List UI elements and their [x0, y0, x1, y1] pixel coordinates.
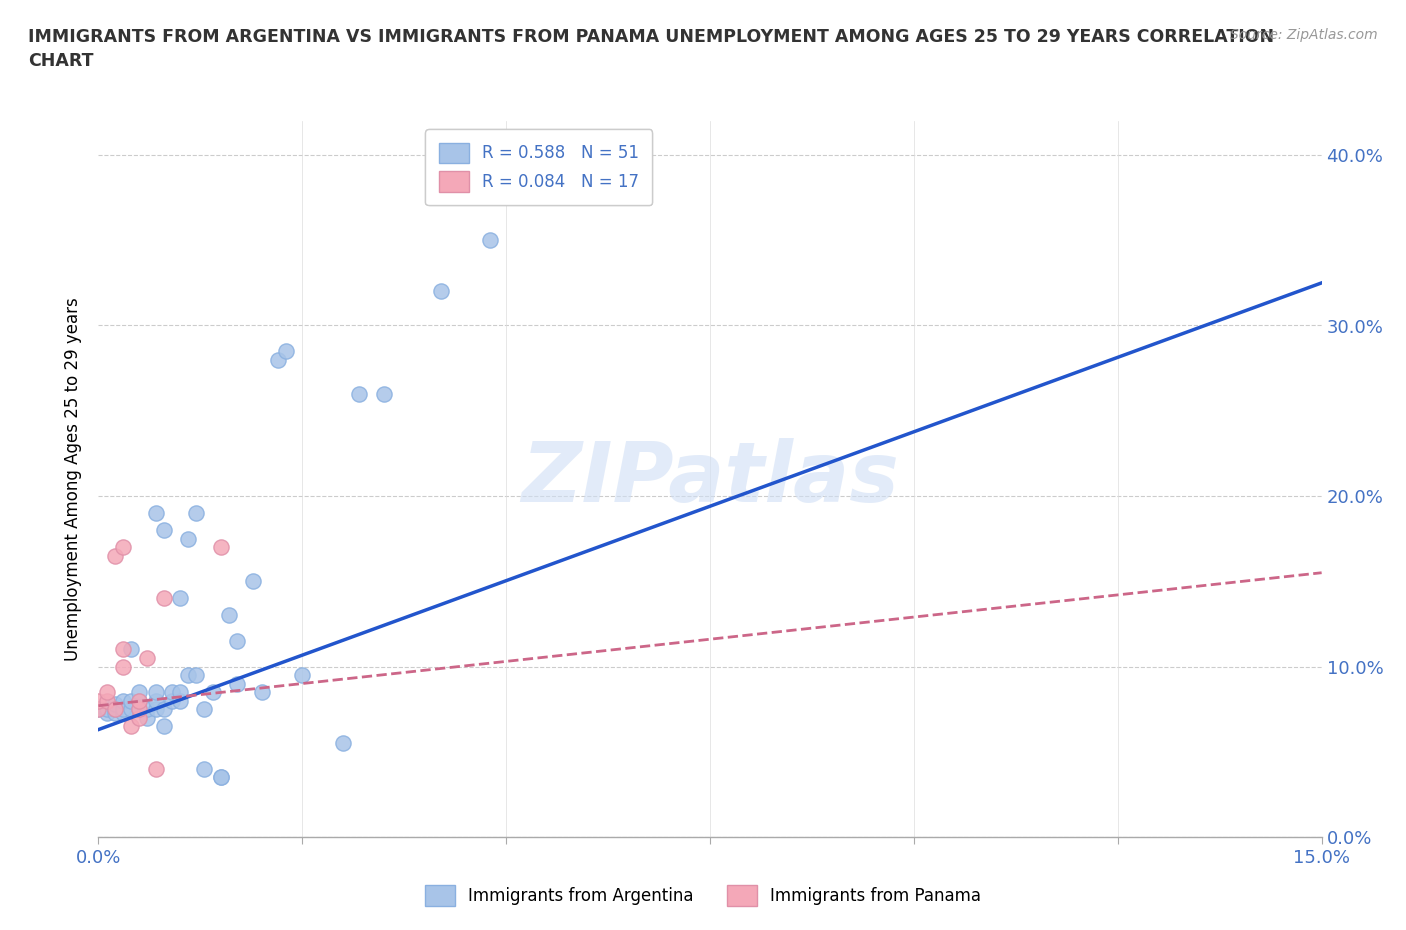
Point [120, 693, 142, 708]
Point [349, 386, 371, 401]
Point [96, 684, 118, 699]
Point [128, 693, 150, 708]
Point [274, 344, 297, 359]
Point [136, 711, 159, 725]
Point [169, 591, 191, 605]
Point [136, 651, 159, 666]
Point [250, 684, 273, 699]
Point [120, 719, 142, 734]
Point [104, 697, 127, 711]
Point [87, 702, 110, 717]
Point [209, 770, 232, 785]
Point [145, 702, 167, 717]
Point [104, 702, 127, 717]
Point [186, 506, 208, 521]
Point [177, 531, 200, 546]
Point [128, 693, 150, 708]
Point [193, 702, 215, 717]
Point [128, 711, 150, 725]
Text: IMMIGRANTS FROM ARGENTINA VS IMMIGRANTS FROM PANAMA UNEMPLOYMENT AMONG AGES 25 T: IMMIGRANTS FROM ARGENTINA VS IMMIGRANTS … [28, 28, 1274, 70]
Point [111, 705, 134, 720]
Point [96, 693, 118, 708]
Point [104, 705, 127, 720]
Point [87, 693, 110, 708]
Point [111, 693, 134, 708]
Text: Source: ZipAtlas.com: Source: ZipAtlas.com [1230, 28, 1378, 42]
Point [242, 574, 264, 589]
Point [160, 684, 183, 699]
Text: ZIPatlas: ZIPatlas [522, 438, 898, 520]
Point [111, 642, 134, 657]
Point [373, 386, 395, 401]
Point [201, 684, 224, 699]
Point [267, 352, 290, 367]
Point [152, 523, 174, 538]
Point [209, 539, 232, 554]
Point [111, 539, 134, 554]
Legend: R = 0.588   N = 51, R = 0.084   N = 17: R = 0.588 N = 51, R = 0.084 N = 17 [425, 129, 652, 205]
Point [226, 676, 249, 691]
Point [145, 693, 167, 708]
Point [152, 719, 174, 734]
Point [111, 702, 134, 717]
Point [120, 642, 142, 657]
Point [430, 284, 453, 299]
Point [160, 693, 183, 708]
Point [226, 633, 249, 648]
Point [136, 702, 159, 717]
Point [209, 770, 232, 785]
Point [96, 705, 118, 720]
Legend: Immigrants from Argentina, Immigrants from Panama: Immigrants from Argentina, Immigrants fr… [418, 879, 988, 912]
Point [96, 702, 118, 717]
Point [152, 702, 174, 717]
Point [291, 668, 314, 683]
Point [120, 702, 142, 717]
Point [169, 684, 191, 699]
Point [169, 693, 191, 708]
Point [152, 591, 174, 605]
Y-axis label: Unemployment Among Ages 25 to 29 years: Unemployment Among Ages 25 to 29 years [65, 297, 83, 661]
Point [128, 702, 150, 717]
Point [193, 762, 215, 777]
Point [145, 684, 167, 699]
Point [478, 232, 501, 247]
Point [111, 659, 134, 674]
Point [186, 668, 208, 683]
Point [145, 506, 167, 521]
Point [128, 702, 150, 717]
Point [104, 549, 127, 564]
Point [177, 668, 200, 683]
Point [104, 702, 127, 717]
Point [128, 684, 150, 699]
Point [218, 608, 240, 623]
Point [87, 702, 110, 717]
Point [145, 762, 167, 777]
Point [332, 736, 354, 751]
